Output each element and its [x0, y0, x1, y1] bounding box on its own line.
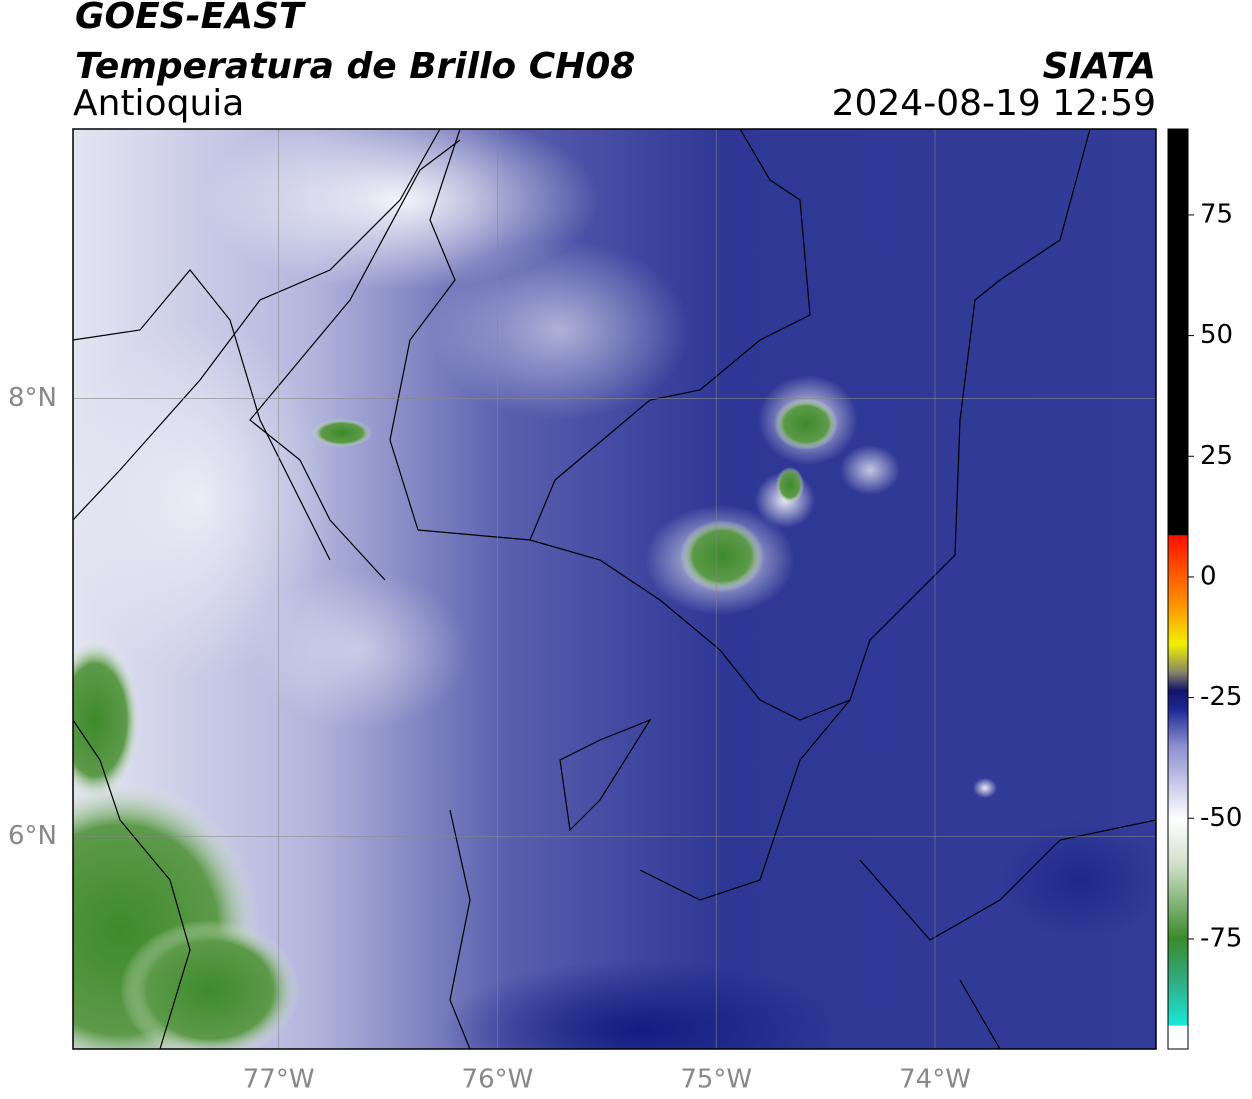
colorbar-tick-label: 25 — [1200, 441, 1233, 471]
graticule: 77°W 76°W 75°W 74°W 6°N 8°N — [8, 129, 1156, 1095]
y-tick-label: 6°N — [8, 821, 57, 851]
region: Antioquia — [73, 83, 244, 124]
source: SIATA — [1043, 46, 1156, 87]
colorbar-tick-label: -75 — [1200, 923, 1242, 953]
x-tick-label: 75°W — [680, 1065, 752, 1095]
colorbar-tick-label: -50 — [1200, 803, 1242, 833]
datetime: 2024-08-19 12:59 — [832, 83, 1156, 124]
x-tick-label: 77°W — [243, 1065, 315, 1095]
map-frame — [72, 128, 1157, 1050]
colorbar — [1167, 128, 1189, 1050]
colorbar-tick-label: 50 — [1200, 320, 1233, 350]
colorbar-tick-label: 75 — [1200, 199, 1233, 229]
colorbar-tick-label: -25 — [1200, 682, 1242, 712]
colorbar-tick-label: 0 — [1200, 561, 1217, 591]
subtitle: Temperatura de Brillo CH08 — [75, 46, 635, 87]
satellite-image — [73, 129, 1156, 1049]
colorbar-ticks: -75 -50 -25 0 25 50 75 — [1188, 199, 1242, 953]
x-tick-label: 76°W — [462, 1065, 534, 1095]
title: GOES-EAST — [75, 0, 306, 37]
x-tick-label: 74°W — [899, 1065, 971, 1095]
y-tick-label: 8°N — [8, 383, 57, 413]
